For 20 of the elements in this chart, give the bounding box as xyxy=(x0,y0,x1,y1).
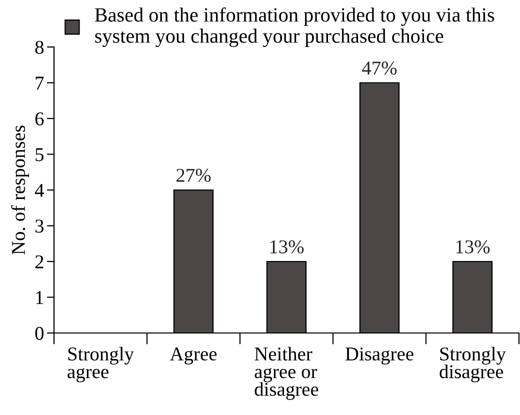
annotation: 47% xyxy=(362,62,397,75)
y-axis-title: No. of responses xyxy=(11,126,29,255)
y-tick-label: 0 xyxy=(35,326,44,340)
legend-label: Based on the information provided to you via this system you changed your purchased choice xyxy=(94,7,494,47)
y-tick-label: 4 xyxy=(34,184,44,197)
y-tick-label: 8 xyxy=(35,40,44,54)
x-tick-label: Neither agree or disagree xyxy=(254,346,318,400)
y-tick-label: 2 xyxy=(35,255,44,268)
x-tick-label: Disagree xyxy=(345,347,414,365)
annotation: 13% xyxy=(270,240,304,254)
x-tick-label: Strongly disagree xyxy=(440,346,506,382)
annotation: 13% xyxy=(456,240,490,254)
y-tick-label: 7 xyxy=(36,76,44,90)
x-tick-label: Strongly agree xyxy=(68,346,134,382)
y-tick-label: 6 xyxy=(35,112,44,126)
y-tick-label: 5 xyxy=(36,148,44,162)
y-tick-label: 1 xyxy=(36,291,44,304)
annotation: 27% xyxy=(176,168,211,182)
y-tick-label: 3 xyxy=(35,220,44,233)
x-tick-label: Agree xyxy=(170,347,217,365)
